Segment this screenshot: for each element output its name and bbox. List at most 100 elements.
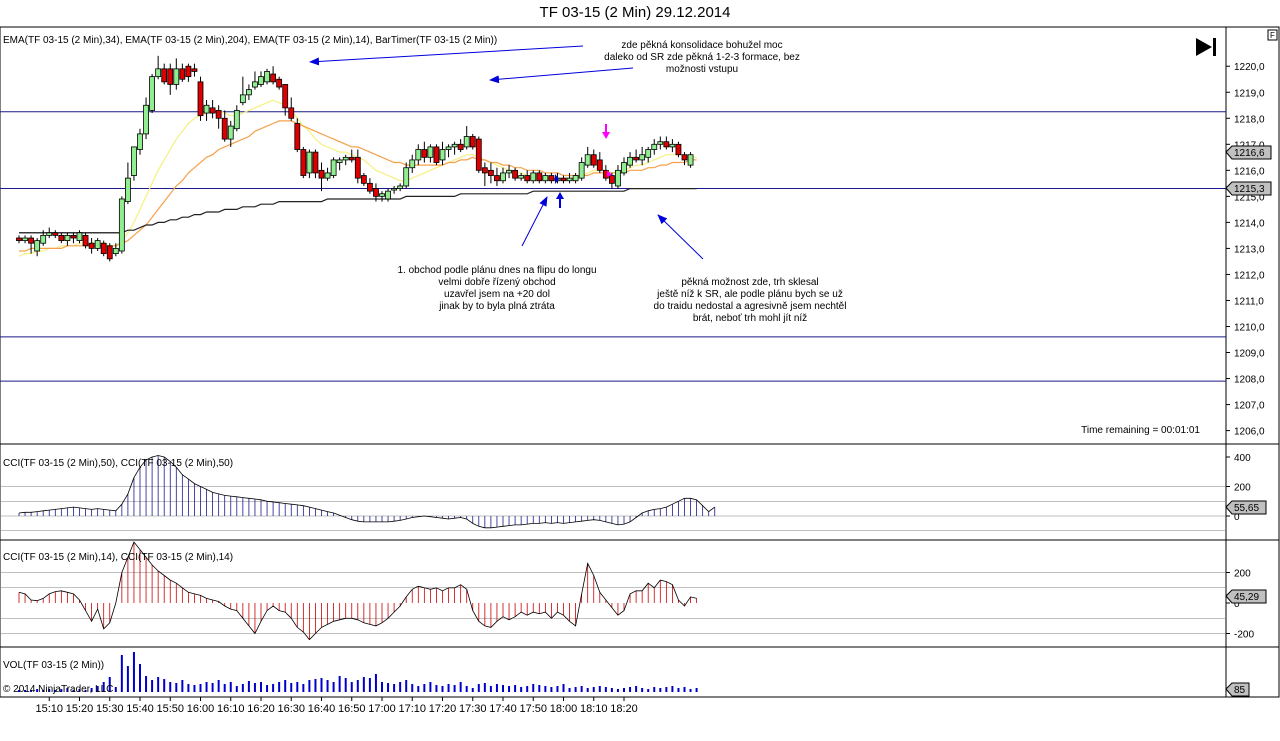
svg-text:uzavřel jsem na +20 dol: uzavřel jsem na +20 dol xyxy=(444,289,550,300)
candle xyxy=(112,243,119,257)
price-tick-label: 1219,0 xyxy=(1234,88,1265,99)
time-remaining: Time remaining = 00:01:01 xyxy=(1081,425,1200,436)
candle-body xyxy=(125,177,131,202)
candle-body xyxy=(687,154,694,166)
svg-text:zde pěkná konsolidace bohužel: zde pěkná konsolidace bohužel moc xyxy=(621,40,782,51)
candle-body xyxy=(312,151,319,174)
candle-body xyxy=(155,68,162,78)
candle-body xyxy=(16,237,22,242)
candle-body xyxy=(52,232,59,236)
candles[interactable] xyxy=(16,55,694,262)
candle xyxy=(657,136,664,150)
cci14-tick-label: -200 xyxy=(1234,630,1254,641)
arrow-consolidation-2 xyxy=(489,67,634,84)
chart-frame xyxy=(0,26,1280,698)
candle-body xyxy=(131,146,137,176)
candle-body xyxy=(373,188,379,197)
svg-text:pěkná možnost zde, trh sklesal: pěkná možnost zde, trh sklesal xyxy=(681,277,818,288)
candle xyxy=(548,172,555,184)
ema204-line xyxy=(19,188,697,234)
candle-body xyxy=(651,143,658,150)
horizontal-lines xyxy=(0,111,1226,382)
candle xyxy=(621,157,627,176)
candle-body xyxy=(270,73,277,83)
candle xyxy=(22,235,28,244)
cci50-value-label: 55,65 xyxy=(1234,503,1259,514)
candle xyxy=(118,196,125,254)
candle-body xyxy=(681,154,688,161)
candle xyxy=(191,63,198,77)
candle-body xyxy=(518,175,525,179)
candle-body xyxy=(669,143,676,148)
time-tick-label: 16:40 xyxy=(308,703,336,715)
skip-to-end-icon[interactable] xyxy=(1196,38,1216,56)
candle-body xyxy=(475,138,482,171)
hline-price-marker: 1215,3 xyxy=(1225,181,1272,196)
candle xyxy=(179,63,186,82)
candle xyxy=(609,172,615,189)
candle xyxy=(373,183,379,202)
time-tick-label: 18:00 xyxy=(550,703,578,715)
candle xyxy=(300,146,307,179)
candle-body xyxy=(348,156,355,161)
candle xyxy=(469,133,476,150)
candle xyxy=(645,146,652,163)
candle xyxy=(348,149,355,163)
candle-body xyxy=(282,84,289,109)
exit-marker-icon xyxy=(555,174,559,184)
candle-body xyxy=(245,89,252,96)
candle xyxy=(409,154,416,173)
candle-body xyxy=(457,143,464,150)
candle-body xyxy=(639,154,646,161)
time-axis: 15:10 15:20 15:30 15:40 15:50 16:00 16:10 16:20… xyxy=(35,697,638,715)
price-panel-label: EMA(TF 03-15 (2 Min),34), EMA(TF 03-15 (… xyxy=(3,35,497,46)
candle-body xyxy=(300,149,307,176)
candle xyxy=(427,144,434,163)
volume-value-marker: 85 xyxy=(1225,682,1250,697)
candle-body xyxy=(360,175,367,184)
candle xyxy=(306,149,313,179)
candle xyxy=(197,76,204,121)
candle xyxy=(584,146,591,168)
candle xyxy=(354,149,361,184)
candle xyxy=(245,84,252,101)
candle-body xyxy=(445,146,452,150)
candle xyxy=(451,141,458,155)
candle xyxy=(233,105,240,132)
candle-body xyxy=(566,177,573,182)
candle-body xyxy=(536,172,543,182)
arrow-first-trade xyxy=(521,196,548,247)
trade-markers xyxy=(555,124,612,208)
candle xyxy=(294,118,301,153)
candle xyxy=(415,144,422,166)
candle-body xyxy=(433,146,440,163)
price-tick-label: 1214,0 xyxy=(1234,218,1265,229)
candle xyxy=(487,162,494,184)
candle-body xyxy=(330,159,337,176)
candle xyxy=(143,97,149,140)
candle-body xyxy=(94,240,101,249)
cci14-value-marker: 45,29 xyxy=(1225,589,1267,604)
panel-f-button[interactable]: F xyxy=(1267,29,1278,41)
candle xyxy=(633,149,639,163)
candle xyxy=(34,238,41,257)
candle xyxy=(669,139,676,153)
time-tick-label: 18:10 xyxy=(580,703,608,715)
candle-body xyxy=(342,156,349,161)
hline-price-label: 1215,3 xyxy=(1234,184,1265,195)
candle-body xyxy=(590,154,597,166)
candle-body xyxy=(621,162,627,174)
svg-text:F: F xyxy=(1270,31,1275,40)
candle xyxy=(58,232,65,244)
annotation-missed-opportunity: pěkná možnost zde, trh sklesal ještě níž… xyxy=(654,277,847,324)
price-tick-label: 1215,0 xyxy=(1234,192,1265,203)
cci-line xyxy=(18,541,697,641)
candle-body xyxy=(421,149,428,158)
candle-body xyxy=(22,237,28,242)
candle xyxy=(94,238,101,252)
candle-body xyxy=(500,172,506,182)
candle-body xyxy=(112,248,119,255)
candle xyxy=(500,167,506,184)
candle xyxy=(221,110,228,142)
